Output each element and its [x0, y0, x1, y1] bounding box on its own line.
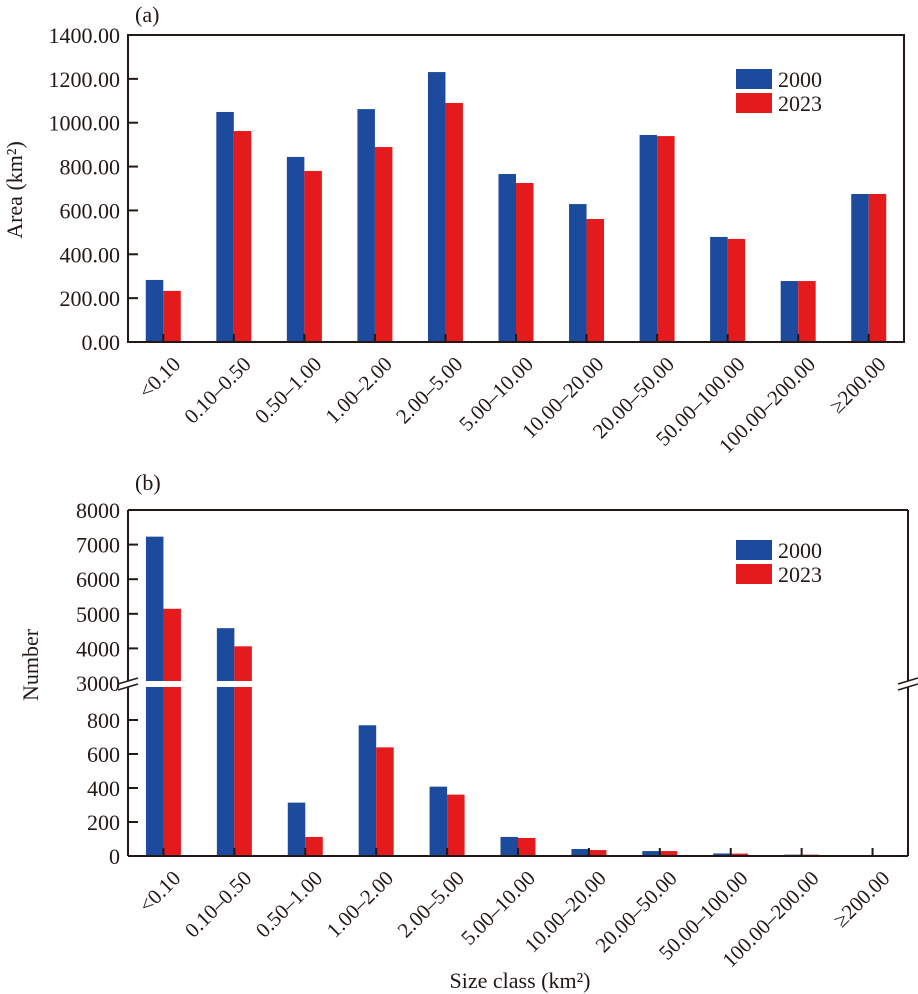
bar-2000-9 [780, 281, 799, 342]
break-mark-right-1 [897, 677, 918, 685]
y-tick-label: 0.00 [82, 330, 121, 355]
x-category-label: 0.50–1.00 [251, 866, 327, 942]
bar-2023-8 [730, 853, 749, 856]
y-tick-label: 3000 [76, 671, 120, 696]
bar-2000-10 [851, 193, 869, 342]
chart-panel-a: (a) 0.00 200.00 400.00 600.00 800.00 1000.00 12… [2, 2, 905, 458]
panel-label: (a) [135, 2, 159, 27]
break-mark-right-2 [897, 683, 918, 691]
bar-2000-0 [145, 279, 164, 342]
legend-label-2000: 2000 [778, 67, 822, 92]
bar-2023-3 [374, 147, 393, 342]
x-axis-title: Size class (km²) [449, 968, 590, 993]
legend-swatch-2000 [736, 69, 772, 89]
bar-2000-2 [286, 156, 305, 342]
bar-2000-3 [357, 109, 375, 343]
axis-break-gap [129, 681, 907, 687]
x-category-label: <0.10 [134, 866, 185, 917]
bar-2000-0 [145, 536, 164, 856]
y-tick-label: 8000 [76, 498, 120, 523]
y-tick-label: 400.00 [60, 242, 121, 267]
legend-swatch-2000 [736, 540, 772, 560]
x-category-label: <0.10 [134, 352, 185, 403]
x-category-label: 1.00–2.00 [320, 352, 396, 428]
bar-2023-0 [163, 608, 181, 856]
y-tick-label: 400 [87, 776, 120, 801]
bar-2023-2 [305, 836, 323, 856]
bar-2000-3 [358, 725, 377, 856]
y-axis-title: Area (km²) [2, 141, 27, 239]
y-tick-label: 800.00 [60, 155, 121, 180]
bar-2023-1 [234, 646, 252, 856]
bar-2023-1 [233, 131, 252, 342]
bar-2000-4 [427, 72, 446, 342]
bar-2023-6 [588, 850, 607, 856]
y-tick-label: 6000 [76, 567, 120, 592]
x-category-label: ≥200.00 [825, 352, 891, 418]
bar-2023-3 [376, 747, 394, 856]
panel-label: (b) [135, 470, 161, 495]
bar-2000-8 [710, 236, 728, 342]
x-category-label: ≥200.00 [829, 866, 895, 932]
legend-swatch-2023 [736, 564, 772, 584]
bar-2000-7 [639, 134, 658, 342]
x-category-label: 0.10–0.50 [180, 866, 256, 942]
y-tick-label: 200 [87, 810, 120, 835]
bar-2023-4 [447, 794, 465, 856]
break-mark-left-2 [117, 683, 139, 691]
bar-2000-6 [569, 204, 587, 342]
bar-2000-5 [498, 174, 516, 342]
y-tick-label: 0 [109, 844, 120, 869]
bar-2000-8 [713, 853, 731, 856]
bar-2023-0 [163, 290, 181, 342]
bar-2023-9 [798, 281, 816, 342]
bar-2000-2 [287, 802, 306, 856]
bar-2000-7 [642, 851, 660, 856]
bar-2000-1 [216, 111, 234, 342]
y-tick-label: 7000 [76, 533, 120, 558]
bar-2000-1 [216, 628, 235, 856]
bar-2000-4 [429, 786, 448, 856]
y-tick-label: 1000.00 [49, 111, 121, 136]
y-tick-label: 5000 [76, 602, 120, 627]
bar-2023-8 [727, 238, 746, 342]
x-category-label: 1.00–2.00 [322, 866, 398, 942]
chart-panel-b: (b) 0 200 400 600 800 3000 4000 5000 6000 7000 8000… [18, 470, 918, 993]
bar-2023-10 [868, 193, 887, 342]
legend-label-2023: 2023 [778, 562, 822, 587]
bar-2023-7 [657, 136, 675, 342]
bar-2000-6 [571, 849, 589, 856]
y-tick-label: 4000 [76, 636, 120, 661]
legend-label-2023: 2023 [778, 91, 822, 116]
y-tick-label: 600 [87, 742, 120, 767]
break-mark-left-1 [117, 677, 139, 685]
x-category-label: 0.10–0.50 [179, 352, 255, 428]
bar-2023-4 [445, 102, 463, 342]
legend-swatch-2023 [736, 93, 772, 113]
y-tick-label: 600.00 [60, 198, 121, 223]
y-tick-label: 1200.00 [49, 67, 121, 92]
bar-2023-7 [659, 851, 678, 856]
bar-2023-2 [304, 170, 322, 342]
y-tick-label: 800 [87, 708, 120, 733]
bar-2000-5 [500, 836, 518, 856]
legend-label-2000: 2000 [778, 538, 822, 563]
bar-2023-6 [586, 218, 605, 342]
y-tick-label: 200.00 [60, 286, 121, 311]
bar-2023-5 [516, 183, 534, 342]
y-tick-label: 1400.00 [49, 23, 121, 48]
y-axis-title: Number [18, 628, 43, 701]
bar-2023-5 [518, 837, 536, 856]
x-category-label: 0.50–1.00 [250, 352, 326, 428]
